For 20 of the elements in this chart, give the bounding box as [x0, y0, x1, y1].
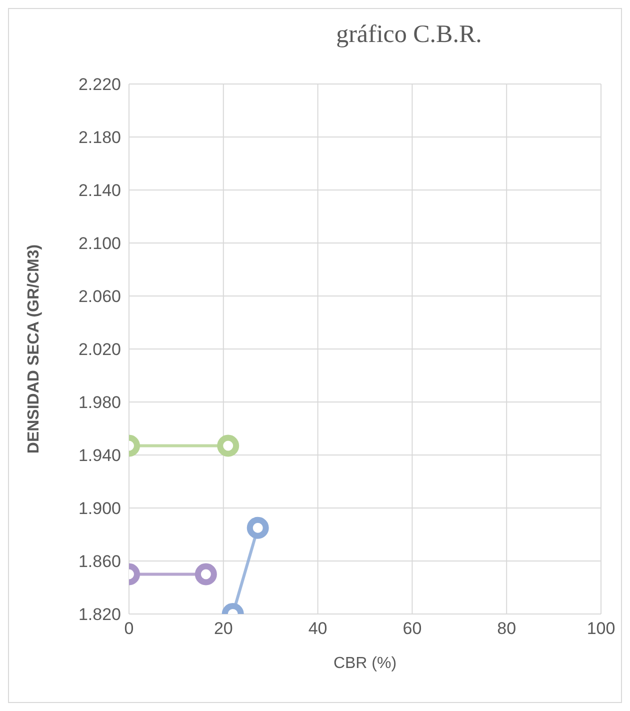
y-tick-label: 1.820: [78, 605, 121, 624]
y-tick-label: 1.940: [78, 446, 121, 466]
y-tick-label: 2.060: [78, 287, 121, 306]
y-tick-label: 1.980: [78, 393, 121, 412]
y-tick-label: 2.220: [78, 75, 121, 94]
x-tick-label: 40: [308, 619, 328, 638]
y-tick-label: 1.860: [78, 552, 121, 572]
x-tick-label: 100: [586, 619, 616, 638]
y-tick-label: 2.140: [78, 181, 121, 200]
y-tick-label: 2.180: [78, 128, 121, 148]
y-axis-title: DENSIDAD SECA (GR/CM3): [26, 244, 43, 454]
chart-title: gráfico C.B.R.: [335, 21, 483, 49]
y-tick-label: 2.020: [78, 340, 121, 360]
x-axis-title: CBR (%): [333, 655, 397, 672]
x-tick-label: 20: [214, 619, 233, 638]
x-tick-label: 80: [497, 619, 516, 638]
y-tick-label: 2.100: [78, 234, 121, 254]
y-tick-label: 1.900: [78, 499, 121, 518]
x-tick-label: 60: [402, 619, 422, 638]
x-tick-label: 0: [124, 619, 134, 638]
